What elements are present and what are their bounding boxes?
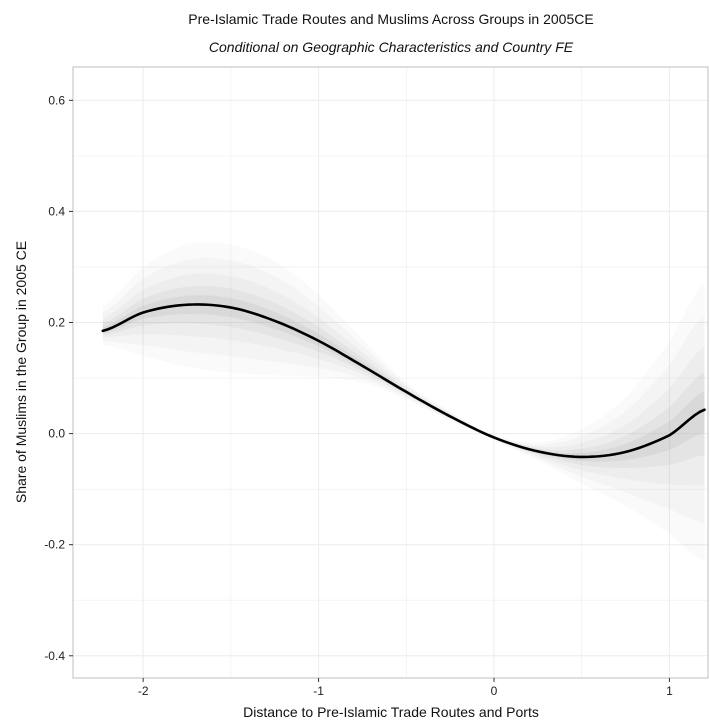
y-tick-label: 0.4: [48, 204, 65, 218]
grid: [73, 67, 708, 678]
plot-border: [72, 66, 709, 679]
y-tick-label: -0.4: [44, 649, 65, 663]
chart-title: Pre-Islamic Trade Routes and Muslims Acr…: [188, 11, 593, 27]
fit-line-group: [101, 303, 706, 459]
y-tick-label: 0.0: [48, 427, 65, 441]
y-tick-label: -0.2: [44, 538, 65, 552]
confidence-band-layer: [102, 242, 705, 562]
plot-panel: [73, 67, 708, 678]
y-tick-label: 0.2: [48, 316, 65, 330]
y-tick-label: 0.6: [48, 93, 65, 107]
x-tick-label: -1: [313, 684, 324, 698]
confidence-band-layer: [102, 285, 705, 469]
x-axis-label: Distance to Pre-Islamic Trade Routes and…: [243, 704, 539, 720]
x-tick-label: 1: [666, 684, 673, 698]
chart-subtitle: Conditional on Geographic Characteristic…: [209, 39, 574, 55]
y-axis-label: Share of Muslims in the Group in 2005 CE: [13, 241, 29, 503]
fit-line: [101, 303, 706, 459]
x-tick-label: -2: [138, 684, 149, 698]
x-tick-label: 0: [491, 684, 498, 698]
axes: -2 -1 0 1 -0.4 -0.2 0.0 0.2 0.4 0.6: [44, 93, 673, 698]
confidence-band-layer: [102, 273, 705, 486]
